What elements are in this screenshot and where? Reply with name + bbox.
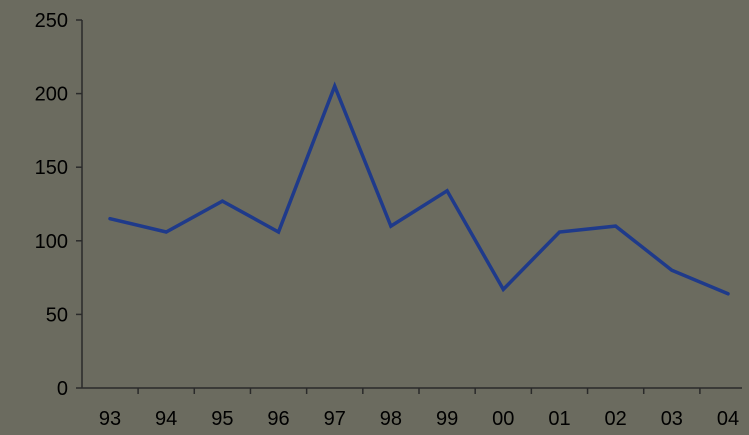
data-point (501, 287, 505, 291)
x-tick-label: 93 (99, 408, 121, 430)
data-point (614, 224, 618, 228)
y-tick-label: 150 (35, 157, 68, 179)
x-axis: 93 94 95 96 97 98 99 00 01 02 03 04 (82, 387, 742, 430)
data-point (445, 189, 449, 193)
x-tick-label: 98 (380, 408, 402, 430)
y-tick-label: 100 (35, 231, 68, 253)
x-tick-label: 99 (436, 408, 458, 430)
series-line (108, 81, 730, 296)
x-tick-label: 01 (548, 408, 570, 430)
y-tick-label: 0 (57, 378, 68, 400)
x-tick-label: 02 (605, 408, 627, 430)
y-tick-label: 250 (35, 10, 68, 32)
y-tick-label: 50 (46, 304, 68, 326)
y-tick-label: 200 (35, 84, 68, 106)
x-tick-label: 00 (492, 408, 514, 430)
x-tick-label: 97 (324, 408, 346, 430)
data-point (557, 230, 561, 234)
x-tick-label: 96 (267, 408, 289, 430)
data-point (220, 199, 224, 203)
data-point (277, 230, 281, 234)
data-point (389, 224, 393, 228)
x-tick-label: 94 (155, 408, 177, 430)
series (108, 81, 730, 296)
data-point (333, 84, 337, 88)
data-point (726, 292, 730, 296)
data-point (164, 230, 168, 234)
x-tick-label: 04 (717, 408, 739, 430)
x-tick-label: 95 (211, 408, 233, 430)
x-tick-label: 03 (661, 408, 683, 430)
data-point (670, 268, 674, 272)
data-point (108, 217, 112, 221)
y-axis: 0 50 100 150 200 250 (35, 10, 83, 400)
